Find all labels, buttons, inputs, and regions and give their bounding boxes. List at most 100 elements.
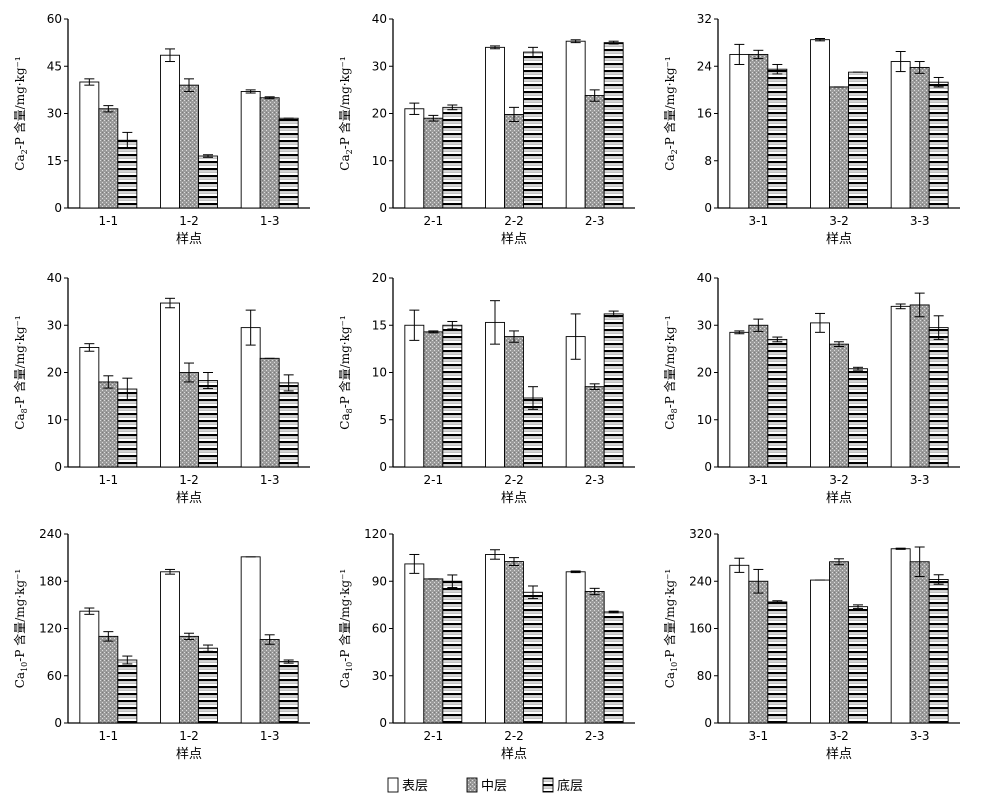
- x-tick-label: 3-2: [829, 214, 849, 228]
- bar: [98, 108, 119, 209]
- bar: [504, 113, 524, 209]
- bar: [278, 661, 299, 724]
- y-tick-label: 16: [697, 107, 712, 121]
- chart-panel: 0 10 20 30 40 Ca8-P 含量/mg·kg⁻¹ 3-1 3-2 3-3 样点: [662, 271, 960, 506]
- y-tick-label: 320: [689, 527, 712, 541]
- bar: [748, 580, 769, 724]
- chart-panel: 0 30 60 90 120 Ca10-P 含量/mg·kg⁻¹ 2-1 2-2 2-3 样点: [337, 527, 635, 762]
- x-tick-label: 3-1: [749, 729, 769, 743]
- y-axis-label-main: Ca: [338, 672, 352, 688]
- x-tick-label: 1-1: [99, 214, 119, 228]
- x-tick-label: 2-2: [504, 473, 524, 487]
- y-axis-label-sub: 8: [345, 408, 354, 413]
- y-axis-label: Ca10-P 含量/mg·kg⁻¹: [337, 569, 354, 689]
- x-tick-label: 2-2: [504, 214, 524, 228]
- x-axis-label: 样点: [501, 232, 527, 247]
- bar: [404, 563, 425, 724]
- y-axis-label: Ca10-P 含量/mg·kg⁻¹: [12, 569, 29, 689]
- y-tick-label: 30: [372, 59, 387, 73]
- y-axis-label-rest: -P 含量/mg·kg⁻¹: [662, 569, 677, 662]
- y-axis-label-rest: -P 含量/mg·kg⁻¹: [337, 315, 352, 408]
- x-tick-label: 2-3: [585, 473, 605, 487]
- y-tick-label: 60: [47, 12, 62, 26]
- bar: [198, 155, 218, 209]
- bar: [179, 84, 199, 209]
- x-tick-label: 1-3: [260, 473, 280, 487]
- bar: [810, 39, 830, 209]
- y-tick-label: 240: [689, 574, 712, 588]
- y-tick-label: 45: [47, 59, 62, 73]
- y-axis-label-rest: -P 含量/mg·kg⁻¹: [662, 315, 677, 408]
- x-tick-label: 1-2: [179, 473, 199, 487]
- legend-swatch: [387, 777, 399, 793]
- bar: [278, 117, 299, 209]
- y-axis-label: Ca2-P 含量/mg·kg⁻¹: [12, 56, 29, 170]
- x-axis-label: 样点: [176, 747, 202, 762]
- bar: [890, 305, 911, 468]
- bar: [198, 647, 218, 724]
- bar: [848, 368, 868, 468]
- y-axis-label-sub: 10: [345, 662, 354, 672]
- y-axis-label-main: Ca: [663, 154, 677, 170]
- bar: [442, 580, 463, 724]
- bar: [240, 90, 261, 209]
- bar: [829, 86, 849, 209]
- x-tick-label: 3-3: [910, 214, 930, 228]
- y-axis-label: Ca2-P 含量/mg·kg⁻¹: [662, 56, 679, 170]
- x-axis-label: 样点: [826, 747, 852, 762]
- chart-panel: 0 8 16 24 32 Ca2-P 含量/mg·kg⁻¹ 3-1 3-2 3-3 样点: [662, 12, 960, 247]
- y-axis-label-main: Ca: [13, 413, 27, 429]
- y-axis-label-main: Ca: [13, 672, 27, 688]
- y-axis-label-sub: 2: [20, 149, 29, 154]
- chart-panel: 0 15 30 45 60 Ca2-P 含量/mg·kg⁻¹ 1-1 1-2 1-3 样点: [12, 12, 310, 247]
- x-axis-label: 样点: [176, 491, 202, 506]
- y-tick-label: 0: [704, 716, 712, 730]
- bar: [584, 386, 605, 468]
- y-axis-label-main: Ca: [663, 672, 677, 688]
- bar: [928, 81, 949, 209]
- bar: [603, 42, 624, 209]
- bar: [117, 139, 138, 209]
- bar: [117, 388, 138, 468]
- legend-label: 表层: [402, 779, 428, 794]
- y-tick-label: 160: [689, 622, 712, 636]
- bar: [909, 66, 930, 209]
- bar: [748, 53, 769, 209]
- bar: [890, 548, 911, 724]
- bar: [767, 338, 788, 468]
- y-axis-label-rest: -P 含量/mg·kg⁻¹: [12, 56, 27, 149]
- bar: [909, 304, 930, 468]
- bar: [485, 554, 505, 724]
- bar: [179, 372, 199, 468]
- y-axis-label-sub: 2: [345, 149, 354, 154]
- x-tick-label: 2-3: [585, 729, 605, 743]
- y-tick-label: 15: [47, 154, 62, 168]
- x-tick-label: 2-3: [585, 214, 605, 228]
- bar: [485, 46, 505, 209]
- y-tick-label: 120: [39, 622, 62, 636]
- y-tick-label: 0: [379, 201, 387, 215]
- bar: [198, 380, 218, 468]
- y-tick-label: 40: [372, 12, 387, 26]
- x-tick-label: 3-3: [910, 473, 930, 487]
- bar: [98, 381, 119, 468]
- legend-label: 中层: [481, 779, 507, 794]
- y-tick-label: 0: [704, 460, 712, 474]
- x-tick-label: 3-3: [910, 729, 930, 743]
- bar: [442, 106, 463, 209]
- x-tick-label: 1-1: [99, 729, 119, 743]
- x-tick-label: 2-1: [424, 729, 444, 743]
- bar: [829, 561, 849, 724]
- bar: [240, 556, 261, 724]
- y-axis-label: Ca8-P 含量/mg·kg⁻¹: [12, 315, 29, 429]
- bar: [423, 578, 444, 724]
- y-axis-label-main: Ca: [338, 413, 352, 429]
- y-axis-label-main: Ca: [663, 413, 677, 429]
- y-axis-label-main: Ca: [338, 154, 352, 170]
- y-tick-label: 24: [697, 59, 712, 73]
- bar: [278, 382, 299, 468]
- bar: [890, 61, 911, 209]
- bar: [848, 606, 868, 724]
- bar: [160, 571, 180, 724]
